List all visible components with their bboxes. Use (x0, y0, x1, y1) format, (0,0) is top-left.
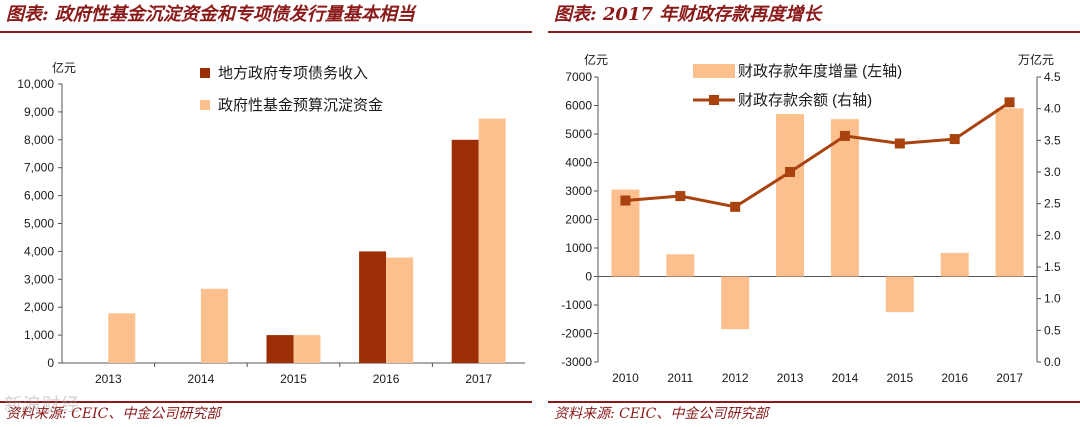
bar-deposit-increase-2012 (721, 276, 750, 330)
right-source-note: 资料来源: CEIC、中金公司研究部 (554, 406, 769, 422)
left-chart-svg: 亿元 0 1,000 2,000 3,000 4,000 5,000 6,000 7,000 8,… (17, 60, 525, 386)
bar-deposit-increase-2011 (666, 254, 695, 277)
right-right-tick-label: 3.0 (1044, 165, 1061, 179)
marker-deposit-balance-2012 (730, 201, 741, 212)
bar-deposit-increase-2016 (940, 252, 969, 277)
right-legend-bar-label: 财政存款年度增量 (左轴) (738, 63, 902, 80)
right-x-tick-label: 2012 (722, 371, 749, 385)
left-chart-title: 图表: 政府性基金沉淀资金和专项债发行量基本相当 (6, 4, 415, 25)
right-legend-line-label: 财政存款余额 (右轴) (738, 91, 872, 109)
right-chart-svg: 亿元 万亿元 -3000 -2000 -1000 0 1000 2000 3000 4000 500… (561, 52, 1061, 385)
left-y-tick-label: 9,000 (24, 105, 54, 119)
right-left-tick-label: 5000 (565, 127, 592, 141)
bar-special-bond-revenue-2016 (359, 251, 387, 363)
right-left-tick-label: 1000 (565, 241, 592, 255)
right-left-tick-label: 7000 (565, 70, 592, 84)
left-source-note: 资料来源: CEIC、中金公司研究部 (6, 406, 221, 422)
marker-deposit-balance-2015 (894, 138, 905, 149)
left-legend-label: 政府性基金预算沉淀资金 (218, 96, 383, 114)
left-bottom-rule (0, 401, 532, 403)
right-left-tick-label: -2000 (561, 327, 592, 341)
right-x-tick-label: 2013 (777, 371, 804, 385)
left-y-tick-label: 2,000 (24, 300, 54, 314)
right-right-tick-label: 1.5 (1044, 260, 1061, 274)
bar-fund-deposit-2017 (478, 118, 506, 363)
left-legend-label: 地方政府专项债务收入 (218, 65, 368, 82)
right-chart-panel: 图表: 2017 年财政存款再度增长 亿元 万亿元 -3000 -2000 -1000 0… (548, 0, 1080, 427)
bar-fund-deposit-2013 (108, 313, 136, 363)
left-chart-panel: 图表: 政府性基金沉淀资金和专项债发行量基本相当 亿元 0 1,000 2,000 3,… (0, 0, 532, 427)
right-left-tick-label: 2000 (565, 213, 592, 227)
watermark: 新浪财经 (4, 395, 80, 415)
bar-deposit-increase-2017 (995, 108, 1024, 277)
right-top-rule (548, 31, 1080, 33)
left-y-tick-label: 7,000 (24, 161, 54, 175)
left-x-tick-label: 2014 (188, 372, 215, 386)
left-top-rule (0, 31, 532, 33)
left-x-tick-label: 2013 (95, 372, 122, 386)
right-y-left-unit-label: 亿元 (584, 52, 608, 67)
right-legend-line-marker (709, 95, 719, 105)
right-x-tick-label: 2015 (886, 371, 913, 385)
marker-deposit-balance-2011 (675, 191, 686, 202)
right-left-tick-label: 3000 (565, 184, 592, 198)
right-right-tick-label: 4.0 (1044, 102, 1061, 116)
left-legend-swatch (200, 100, 210, 110)
right-x-tick-label: 2010 (612, 371, 639, 385)
left-y-tick-label: 8,000 (24, 133, 54, 147)
left-y-tick-label: 5,000 (24, 217, 54, 231)
left-y-tick-label: 4,000 (24, 244, 54, 258)
right-x-tick-label: 2016 (941, 371, 968, 385)
marker-deposit-balance-2014 (839, 130, 850, 141)
right-right-tick-label: 0.0 (1044, 355, 1061, 369)
bar-fund-deposit-2016 (386, 257, 414, 363)
marker-deposit-balance-2010 (620, 195, 631, 206)
right-right-tick-label: 1.0 (1044, 292, 1061, 306)
right-left-tick-label: -1000 (561, 298, 592, 312)
left-x-tick-label: 2016 (373, 372, 400, 386)
right-chart-title: 图表: 2017 年财政存款再度增长 (554, 4, 822, 25)
left-y-tick-label: 10,000 (17, 77, 54, 91)
right-left-tick-label: -3000 (561, 355, 592, 369)
bar-fund-deposit-2014 (200, 288, 228, 363)
left-y-tick-label: 3,000 (24, 272, 54, 286)
right-right-tick-label: 2.5 (1044, 197, 1061, 211)
left-y-tick-label: 1,000 (24, 328, 54, 342)
right-right-tick-label: 2.0 (1044, 228, 1061, 242)
marker-deposit-balance-2013 (785, 167, 796, 177)
right-bottom-rule (548, 401, 1080, 403)
left-y-unit-label: 亿元 (52, 60, 76, 75)
bar-deposit-increase-2015 (885, 276, 914, 313)
right-left-tick-label: 0 (585, 270, 592, 284)
right-legend-bar-swatch (693, 64, 735, 78)
right-left-tick-label: 6000 (565, 99, 592, 113)
bar-special-bond-revenue-2015 (266, 335, 294, 363)
bar-special-bond-revenue-2017 (451, 139, 479, 363)
right-x-tick-label: 2017 (996, 371, 1023, 385)
right-x-tick-label: 2014 (832, 371, 859, 385)
line-deposit-balance (625, 101, 1011, 209)
marker-deposit-balance-2016 (949, 134, 960, 145)
right-x-tick-label: 2011 (667, 371, 693, 385)
right-right-tick-label: 0.5 (1044, 323, 1061, 337)
right-right-tick-label: 3.5 (1044, 133, 1061, 147)
left-x-tick-label: 2015 (280, 372, 307, 386)
left-x-tick-label: 2017 (465, 372, 492, 386)
left-y-tick-label: 6,000 (24, 189, 54, 203)
right-y-right-unit-label: 万亿元 (1018, 52, 1054, 67)
bar-fund-deposit-2015 (293, 335, 321, 363)
left-y-tick-label: 0 (47, 356, 54, 370)
right-left-tick-label: 4000 (565, 156, 592, 170)
left-legend-swatch (200, 68, 210, 78)
right-right-tick-label: 4.5 (1044, 70, 1061, 84)
bar-deposit-increase-2014 (830, 119, 859, 277)
marker-deposit-balance-2017 (1004, 97, 1015, 108)
bar-deposit-increase-2013 (776, 114, 805, 277)
